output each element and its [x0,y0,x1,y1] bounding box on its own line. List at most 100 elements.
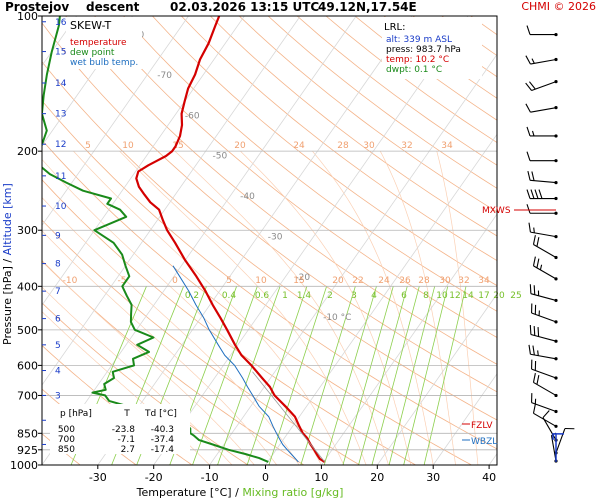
mixing-ratio-label: 0.6 [255,291,270,301]
barb-staff [533,244,557,258]
theta-mid-label: 34 [478,276,490,286]
plot-frame [41,15,498,466]
barb-flag [538,189,543,199]
barb-flag [525,55,531,65]
surface-wind-marker [552,433,564,462]
alt-tick-label: 6 [55,315,61,325]
isotherm [153,16,469,465]
alt-tick-label: 13 [55,110,66,120]
isotherm [42,16,133,147]
table-row-500-td: -40.3 [151,425,174,435]
wind-barb [529,284,558,303]
info-altitude: alt: 339 m ASL [386,35,452,45]
moist-adiabat [42,259,255,465]
barb-dot [554,80,558,84]
isotherm [42,16,357,465]
theta-top-label: 34 [441,141,453,151]
dry-adiabat [42,61,497,421]
barb-flag [525,103,531,113]
p-tick-label: 200 [17,145,38,158]
dry-adiabat [210,16,497,237]
theta-mid-label: 5 [226,276,232,286]
mixing-ratio-line [423,286,467,465]
barb-half [539,264,543,270]
alt-tick-label: 4 [55,367,61,377]
isotherm [488,453,497,465]
isotherm [97,16,413,465]
mixing-ratio-line [342,286,394,465]
isotherm [42,16,301,386]
alt-tick-label: 7 [55,287,61,297]
mixing-ratio-label: 0.4 [222,291,237,301]
dry-adiabat [42,22,497,393]
table-row-700-t: -7.1 [117,435,135,445]
theta-mid-label: 30 [439,276,451,286]
x-axis-title: Temperature [°C] / Mixing ratio [g/kg] [136,486,344,499]
barb-staff [531,312,557,323]
theta-mid-label: 10 [255,276,267,286]
barb-flag [532,345,535,356]
moist-adiabat [42,286,233,465]
barb-dot [554,196,558,201]
theta-mid-label: 32 [458,276,469,286]
barb-dot [554,409,558,414]
isotherm-label: -20 [295,273,310,283]
barb-flag [530,189,535,199]
t-tick-label: -20 [145,471,163,484]
barb-flag [536,258,540,268]
mixing-ratio-line [246,286,308,465]
credit-text: CHMI © 2026 [521,0,596,13]
barb-flag [529,324,532,335]
mixing-ratio-label: 0.2 [185,291,199,301]
barb-flag [526,25,531,35]
dry-adiabat [123,16,497,312]
wind-barb [531,359,558,380]
t-tick-label: -10 [201,471,219,484]
mixing-ratio-line [388,286,436,465]
barb-dot [554,376,558,380]
mixing-ratio-label: 8 [423,291,429,301]
mixing-ratio-label: 12 [449,291,460,301]
wind-barb [531,393,558,414]
barb-flag [527,170,531,181]
isotherm-label: -40 [240,192,255,202]
legend: SKEW-T temperature dew point wet bulb te… [66,17,142,69]
barb-flag [526,189,531,199]
p-tick-label: 925 [17,444,38,457]
barb-dot [554,235,558,239]
wind-barb [531,303,558,324]
isotherm [545,16,600,465]
legend-item-temperature: temperature [70,38,127,48]
series-line-wet-bulb-temp [172,265,299,463]
theta-mid-label: 28 [418,276,430,286]
dry-adiabat [65,16,497,365]
barb-dot [554,357,558,361]
wind-barb [526,204,558,215]
barb-staff [555,428,566,454]
series-line-temperature [135,16,326,463]
p-tick-label: 300 [17,224,38,237]
barb-flag [536,237,540,247]
legend-item-dewpoint: dew point [70,48,115,58]
sounding-datetime: 02.03.2026 13:15 UTC [170,0,319,14]
theta-mid-label: -10 [63,276,78,286]
theta-top-label: 10 [122,141,134,151]
barb-half [533,227,535,233]
barb-half [531,130,535,137]
barb-dot [554,106,558,110]
isotherm [42,16,189,226]
theta-mid-label: 15 [293,276,304,286]
alt-tick-label: 16 [55,18,67,28]
dry-adiabat [94,16,497,338]
p-tick-label: 1000 [10,459,38,472]
barb-dot [554,339,558,343]
barb-flag [536,375,540,385]
t-tick-label: 30 [426,471,440,484]
info-pressure: press: 983.7 hPa [386,45,461,55]
table-row-700-p: 700 [58,435,75,445]
barb-flag [533,326,536,336]
mixing-ratio-label: 3 [351,291,357,301]
mixing-ratio-label: 4 [371,291,377,301]
theta-mid-label: 22 [352,276,363,286]
